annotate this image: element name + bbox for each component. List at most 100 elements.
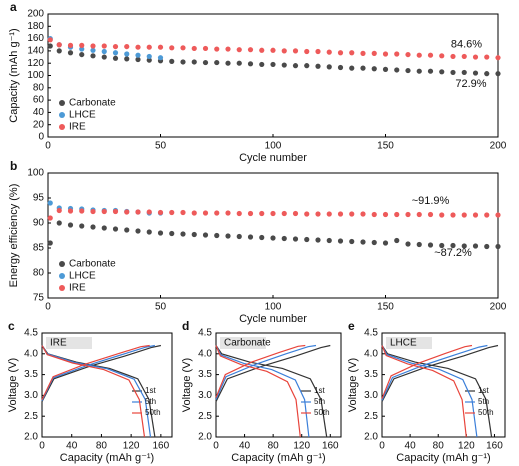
data-point	[157, 44, 164, 50]
data-point	[360, 65, 366, 71]
data-point	[56, 48, 62, 54]
data-point	[191, 210, 197, 216]
annotation: 72.9%	[455, 78, 486, 90]
data-point	[439, 212, 445, 218]
y-tick-label: 80	[33, 268, 45, 279]
data-point	[112, 55, 119, 61]
panel-label: a	[10, 0, 17, 14]
data-point	[337, 238, 344, 244]
data-point	[349, 50, 355, 56]
data-point	[135, 228, 141, 234]
data-point	[90, 224, 96, 230]
x-tick-label: 200	[490, 302, 507, 313]
data-point	[67, 222, 74, 228]
data-point	[337, 50, 344, 56]
data-point	[472, 70, 479, 76]
data-point	[292, 210, 299, 217]
legend-marker	[59, 285, 65, 291]
data-point	[135, 44, 141, 50]
data-point	[180, 231, 186, 237]
data-point	[495, 243, 501, 250]
data-point	[112, 226, 119, 232]
data-point	[180, 45, 186, 51]
data-point	[124, 227, 130, 233]
legend-label: IRE	[69, 122, 86, 133]
y-tick-label: 4.0	[24, 348, 38, 359]
data-point	[236, 60, 242, 66]
legend-label: LHCE	[69, 271, 96, 282]
data-point	[202, 232, 209, 238]
x-tick-label: 160	[486, 441, 503, 452]
data-point	[405, 51, 411, 58]
data-point	[281, 210, 287, 217]
y-tick-label: 20	[33, 119, 45, 130]
x-tick-label: 120	[293, 441, 310, 452]
data-point	[270, 61, 276, 68]
data-point	[67, 208, 74, 214]
data-point	[259, 47, 265, 53]
data-point	[202, 210, 209, 216]
y-tick-label: 2.5	[24, 411, 38, 422]
data-point	[79, 51, 85, 58]
x-tick-label: 80	[433, 441, 445, 452]
data-point	[157, 55, 164, 61]
data-point	[450, 212, 456, 218]
data-point	[495, 212, 501, 218]
data-point	[304, 63, 310, 69]
data-point	[146, 57, 152, 63]
x-tick-label: 0	[45, 302, 51, 313]
data-point	[315, 63, 321, 69]
panel-title: LHCE	[390, 338, 417, 349]
data-point	[304, 211, 310, 217]
legend-marker	[59, 261, 65, 267]
data-point	[461, 243, 467, 249]
data-point	[214, 59, 220, 66]
voltage-curve	[215, 344, 331, 438]
label-box	[386, 337, 432, 349]
data-point	[326, 64, 332, 70]
data-point	[394, 67, 400, 73]
data-point	[247, 210, 254, 217]
legend-marker	[59, 112, 65, 118]
annotation: ~91.9%	[412, 195, 450, 207]
data-point	[67, 50, 74, 56]
legend-label: Carbonate	[69, 259, 116, 270]
x-tick-label: 80	[268, 441, 280, 452]
legend-label: 50th	[478, 408, 494, 417]
x-tick-label: 160	[153, 441, 170, 452]
data-point	[326, 211, 332, 217]
data-point	[180, 209, 186, 216]
data-point	[304, 236, 310, 243]
data-point	[90, 43, 96, 49]
data-point	[281, 62, 287, 68]
data-point	[326, 49, 332, 55]
data-point	[236, 233, 242, 240]
data-point	[405, 67, 411, 74]
data-point	[47, 43, 53, 49]
data-point	[67, 42, 74, 48]
x-tick-label: 120	[123, 441, 140, 452]
data-point	[90, 53, 96, 59]
data-point	[416, 211, 422, 218]
y-tick-label: 4.0	[198, 348, 212, 359]
x-tick-label: 200	[490, 141, 507, 152]
data-point	[484, 71, 490, 77]
data-point	[47, 37, 53, 43]
x-axis-title: Cycle number	[239, 313, 307, 325]
data-point	[90, 47, 96, 53]
data-point	[214, 232, 220, 239]
data-point	[360, 211, 366, 217]
data-point	[450, 242, 456, 249]
data-point	[157, 209, 164, 216]
data-point	[450, 69, 456, 76]
data-point	[202, 45, 209, 52]
x-tick-label: 40	[405, 441, 417, 452]
data-point	[202, 59, 209, 66]
data-point	[270, 235, 276, 241]
x-tick-label: 40	[239, 441, 251, 452]
data-point	[112, 50, 119, 56]
data-point	[79, 42, 85, 48]
y-axis-title: Voltage (V)	[181, 358, 193, 412]
data-point	[157, 230, 164, 236]
data-point	[405, 241, 411, 247]
